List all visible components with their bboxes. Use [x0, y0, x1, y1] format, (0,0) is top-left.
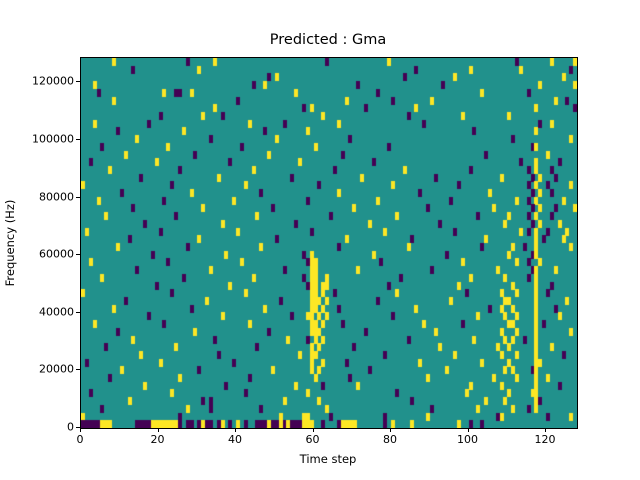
x-tick-mark [312, 428, 314, 432]
y-tick-mark [76, 369, 80, 371]
x-tick-mark [390, 428, 391, 432]
x-tick-label: 40 [228, 433, 242, 446]
y-tick-label: 120000 [32, 74, 74, 88]
plot-area [80, 57, 578, 429]
x-axis-label: Time step [299, 452, 357, 466]
y-tick-label: 100000 [32, 132, 74, 146]
x-tick-mark [235, 428, 236, 432]
chart-title: Predicted : Gma [269, 32, 387, 48]
y-tick-mark [76, 427, 80, 428]
y-tick-mark [76, 81, 80, 83]
x-tick-label: 100 [457, 433, 478, 446]
x-tick-label: 0 [76, 433, 84, 446]
x-tick-mark [467, 428, 469, 432]
y-tick-label: 0 [67, 420, 74, 434]
heatmap-canvas [81, 58, 577, 428]
y-tick-label: 80000 [39, 190, 74, 204]
x-tick-label: 120 [534, 433, 556, 446]
y-tick-mark [76, 139, 80, 141]
y-tick-label: 60000 [39, 247, 74, 261]
y-tick-mark [76, 311, 80, 313]
y-tick-mark [76, 254, 80, 256]
y-tick-label: 40000 [39, 305, 74, 319]
y-tick-label: 20000 [39, 362, 74, 376]
x-tick-label: 80 [383, 433, 397, 446]
x-tick-mark [80, 428, 81, 432]
x-tick-mark [157, 428, 159, 432]
y-tick-mark [76, 196, 80, 198]
x-tick-mark [545, 428, 546, 432]
x-tick-label: 60 [305, 433, 320, 446]
x-tick-label: 20 [150, 433, 165, 446]
